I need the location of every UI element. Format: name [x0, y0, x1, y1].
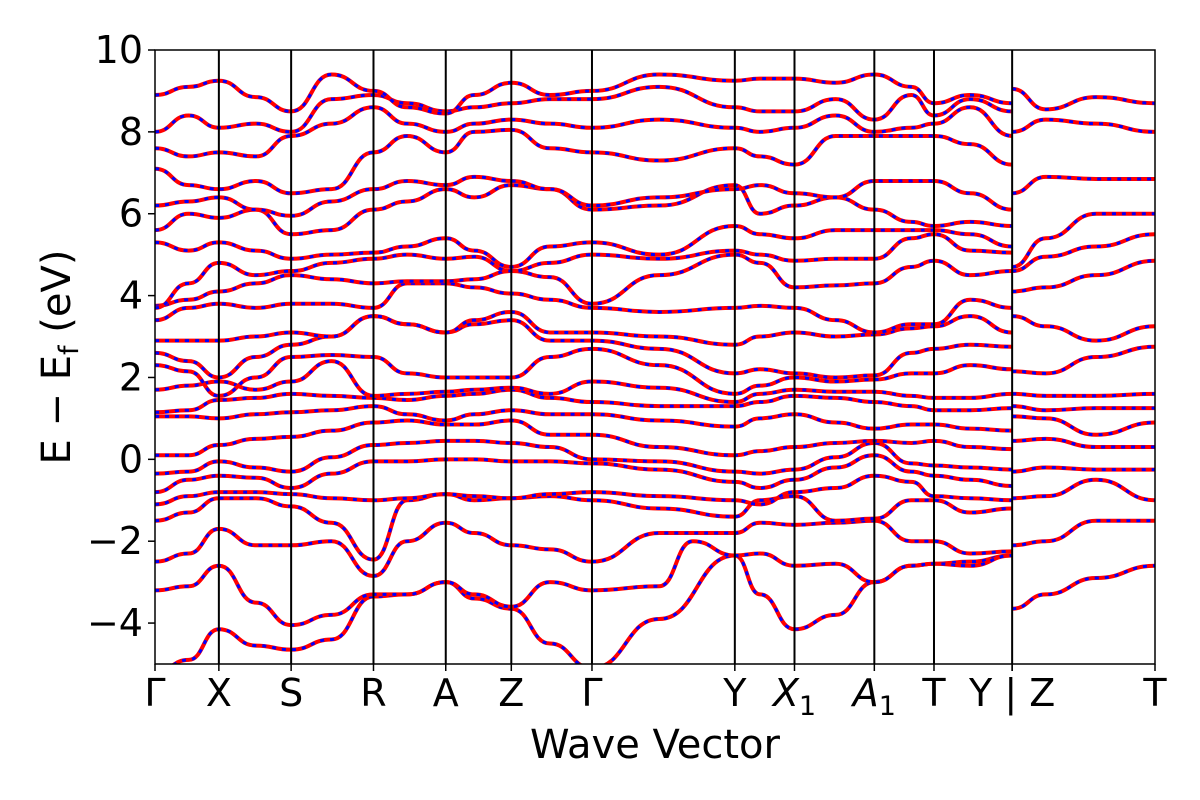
- band-line-overlay-11: [155, 347, 1013, 398]
- x-tick-label-10: T: [921, 671, 946, 715]
- band-line-37: [1011, 174, 1155, 196]
- band-line-overlay-25: [1012, 519, 1155, 547]
- x-axis-label: Wave Vector: [530, 722, 781, 768]
- band-line-overlay-22: [155, 85, 1013, 134]
- x-tick-label-5: Z: [498, 671, 524, 715]
- band-line-1: [155, 539, 1013, 628]
- band-line-overlay-33: [1012, 314, 1155, 343]
- band-line-9: [155, 387, 1013, 415]
- band-line-24: [1011, 563, 1155, 611]
- band-line-overlay-1: [155, 539, 1013, 627]
- plot-frame: [154, 49, 1156, 665]
- band-line-23: [155, 72, 1013, 116]
- band-line-overlay-5: [155, 453, 1013, 494]
- x-tick-label-9: A1: [850, 671, 896, 722]
- band-line-overlay-17: [155, 224, 1013, 269]
- band-line-overlay-29: [1012, 414, 1155, 437]
- band-line-overlay-23: [155, 73, 1013, 115]
- band-line-overlay-28: [1012, 437, 1155, 449]
- band-line-14: [155, 281, 1013, 335]
- y-tick-label-0: −4: [87, 601, 143, 645]
- band-line-overlay-39: [1011, 87, 1155, 111]
- band-line-overlay-15: [155, 253, 1013, 308]
- band-line-38: [1012, 117, 1155, 134]
- band-line-overlay-35: [1012, 232, 1155, 273]
- band-line-12: [155, 314, 1013, 380]
- band-line-15: [155, 252, 1013, 308]
- y-tick-label-4: 4: [119, 274, 143, 318]
- x-tick-label-4: A: [433, 671, 459, 715]
- band-line-2: [155, 518, 1013, 578]
- band-line-33: [1012, 314, 1155, 343]
- band-line-0: [171, 553, 1013, 664]
- y-axis-label: E − Ef (eV): [34, 250, 85, 465]
- y-axis-label-main: E − E: [34, 355, 80, 465]
- band-line-overlay-26: [1012, 478, 1155, 502]
- band-line-overlay-20: [155, 128, 1013, 195]
- y-tick-label-7: 10: [95, 28, 143, 72]
- band-line-overlay-30: [1012, 404, 1155, 412]
- band-line-overlay-0: [172, 554, 1013, 664]
- x-tick-label-6: Γ: [581, 671, 602, 715]
- y-axis-label-unit: (eV): [34, 250, 80, 346]
- band-line-8: [155, 404, 1013, 433]
- y-axis-label-sub: f: [54, 344, 85, 355]
- band-lines: [155, 72, 1155, 664]
- band-line-overlay-12: [155, 314, 1013, 379]
- band-line-overlay-10: [155, 359, 1013, 404]
- x-tick-label-2: S: [279, 671, 303, 715]
- band-line-21: [155, 105, 1013, 159]
- x-tick-label-12: T: [1142, 671, 1167, 715]
- x-tick-label-0: Γ: [144, 671, 165, 715]
- band-line-overlay-36: [1011, 212, 1155, 269]
- x-tick-label-8: X1: [771, 671, 816, 722]
- y-tick-label-2: 0: [119, 437, 143, 481]
- band-line-overlay-2: [155, 519, 1013, 578]
- band-line-32: [1012, 344, 1155, 376]
- y-axis-ticks: −4 −2 0 2 4 6 8 10: [87, 28, 155, 645]
- y-tick-label-1: −2: [87, 519, 143, 563]
- band-line-4: [155, 473, 1013, 507]
- x-tick-label-7: Y: [722, 671, 747, 715]
- band-line-overlay-31: [1012, 392, 1155, 398]
- band-line-overlay-18: [155, 183, 1013, 236]
- band-line-3: [155, 492, 1013, 562]
- x-tick-label-11: Y | Z: [968, 671, 1055, 716]
- band-line-28: [1012, 436, 1155, 450]
- y-tick-label-3: 2: [119, 355, 143, 399]
- band-line-overlay-14: [155, 281, 1013, 334]
- band-line-16: [155, 232, 1013, 310]
- band-line-overlay-16: [155, 232, 1013, 310]
- band-line-overlay-3: [155, 492, 1013, 562]
- band-line-overlay-34: [1012, 259, 1155, 294]
- band-line-overlay-7: [155, 418, 1013, 457]
- y-tick-label-6: 8: [119, 110, 143, 154]
- band-line-overlay-37: [1012, 175, 1155, 195]
- y-tick-label-5: 6: [119, 192, 143, 236]
- band-line-overlay-8: [155, 404, 1013, 433]
- band-line-overlay-24: [1012, 564, 1155, 611]
- band-line-6: [155, 438, 1013, 476]
- band-line-overlay-27: [1012, 466, 1155, 474]
- band-line-overlay-19: [155, 175, 1013, 218]
- x-tick-label-1: X: [206, 671, 232, 715]
- kpoint-dividers: [217, 50, 1014, 664]
- x-tick-label-3: R: [360, 671, 386, 715]
- band-line-overlay-13: [155, 310, 1013, 347]
- band-line-overlay-32: [1012, 345, 1155, 375]
